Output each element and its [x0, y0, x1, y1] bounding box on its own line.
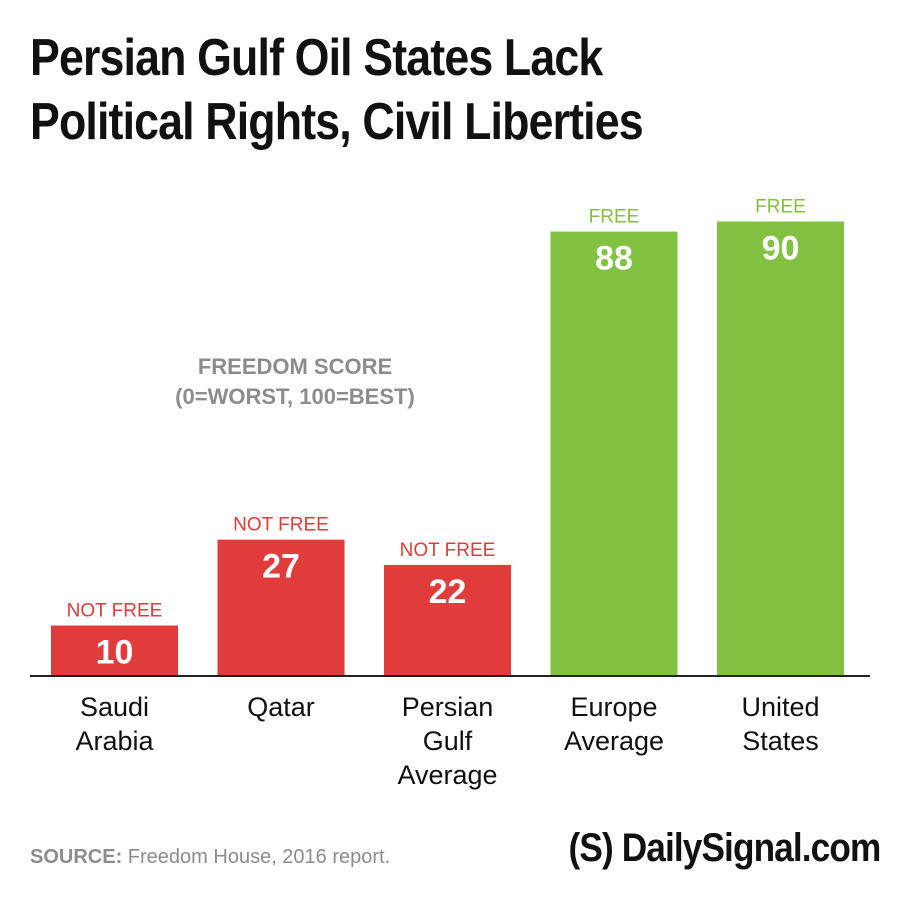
- category-label-3-1: Average: [564, 726, 664, 756]
- value-label-1: 27: [262, 548, 300, 586]
- bar-2: [384, 564, 511, 676]
- status-label-4: FREE: [755, 197, 806, 218]
- source-text: Freedom House, 2016 report.: [122, 846, 391, 868]
- category-label-2-0: Persian: [402, 692, 494, 722]
- status-label-0: NOT FREE: [67, 601, 163, 622]
- category-label-3-0: Europe: [570, 692, 657, 722]
- source-label: SOURCE:: [30, 846, 123, 868]
- value-label-2: 22: [429, 573, 467, 611]
- chart-title-line-1: Persian Gulf Oil States Lack: [30, 29, 603, 87]
- category-label-4-1: States: [742, 726, 819, 756]
- category-label-0-0: Saudi: [80, 692, 149, 722]
- axis-note-line-1: FREEDOM SCORE: [198, 354, 392, 379]
- category-label-1-0: Qatar: [247, 692, 315, 722]
- bar-3: [550, 231, 678, 676]
- category-label-0-1: Arabia: [75, 726, 154, 756]
- value-label-0: 10: [96, 634, 134, 672]
- category-label-4-0: United: [741, 692, 819, 722]
- bar-1: [217, 539, 345, 676]
- chart-title: Persian Gulf Oil States Lack Political R…: [30, 26, 761, 154]
- value-label-3: 88: [595, 240, 633, 278]
- status-label-1: NOT FREE: [233, 515, 329, 536]
- chart-title-line-2: Political Rights, Civil Liberties: [30, 93, 644, 151]
- status-label-3: FREE: [589, 207, 640, 228]
- status-label-2: NOT FREE: [400, 540, 496, 561]
- category-label-2-1: Gulf: [423, 726, 473, 756]
- axis-note-line-2: (0=WORST, 100=BEST): [175, 384, 415, 409]
- bar-0: [51, 625, 178, 676]
- value-label-4: 90: [762, 230, 800, 268]
- bar-4: [717, 221, 844, 676]
- dailysignal-logo: (S) DailySignal.com: [568, 826, 881, 870]
- source-note: SOURCE: Freedom House, 2016 report.: [30, 846, 390, 869]
- bars-group: NOT FREE 10 Saudi Arabia NOT FREE 27 Qatar NOT …: [51, 197, 844, 790]
- category-label-2-2: Average: [397, 760, 497, 790]
